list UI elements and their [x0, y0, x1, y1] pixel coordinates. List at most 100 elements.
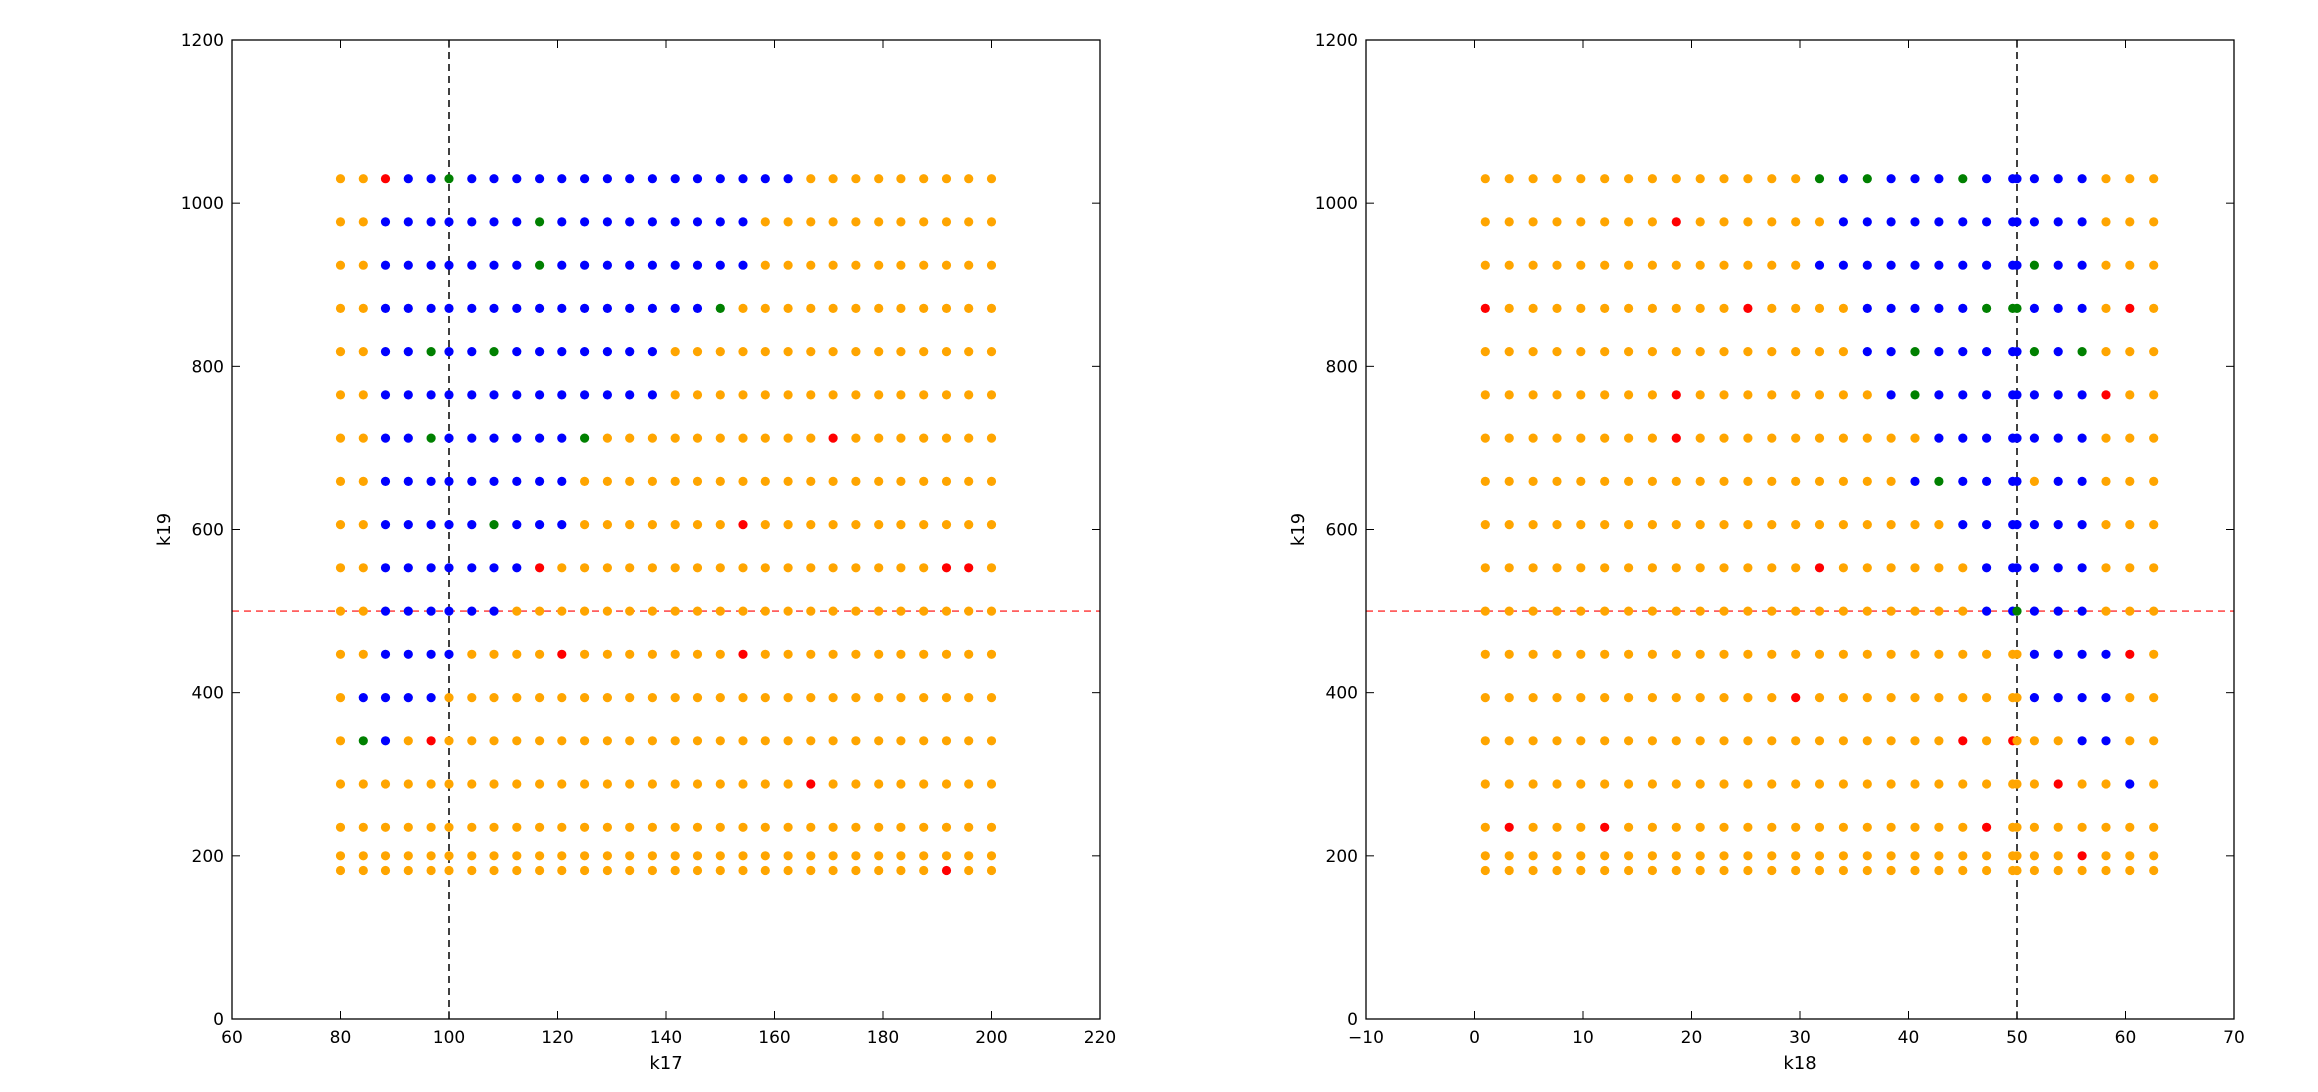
scatter-point: [896, 260, 906, 270]
scatter-point: [1767, 693, 1777, 703]
scatter-point: [625, 390, 635, 400]
scatter-point: [783, 822, 793, 832]
scatter-point: [602, 347, 613, 357]
scatter-point: [1695, 563, 1705, 573]
scatter-point: [380, 649, 391, 659]
scatter-point: [941, 390, 952, 400]
scatter-point: [2053, 174, 2063, 184]
scatter-point: [1719, 822, 1729, 832]
scatter-point: [692, 779, 703, 789]
scatter-point: [602, 822, 613, 832]
scatter-point: [580, 260, 590, 270]
scatter-point: [828, 303, 838, 313]
scatter-point: [1504, 822, 1514, 832]
scatter-point: [2125, 347, 2135, 357]
scatter-point: [738, 851, 748, 861]
scatter-point: [1791, 520, 1801, 530]
scatter-point: [760, 736, 770, 746]
scatter-point: [1767, 303, 1777, 313]
scatter-point: [444, 174, 454, 184]
scatter-point: [2125, 217, 2135, 227]
scatter-point: [1958, 851, 1968, 861]
scatter-point: [1480, 476, 1490, 486]
x-tick-label: 60: [221, 1028, 243, 1048]
scatter-point: [1647, 693, 1657, 703]
scatter-point: [358, 476, 368, 486]
y-tick-label: 1200: [1315, 31, 1358, 51]
scatter-point: [1767, 174, 1777, 184]
scatter-point: [444, 217, 454, 227]
scatter-point: [828, 865, 838, 876]
scatter-point: [670, 390, 680, 400]
scatter-point: [1910, 865, 1920, 876]
scatter-point: [380, 260, 391, 270]
scatter-point: [403, 260, 413, 270]
scatter-point: [1600, 217, 1610, 227]
scatter-point: [647, 693, 658, 703]
scatter-point: [715, 520, 725, 530]
scatter-point: [535, 390, 545, 400]
scatter-point: [1791, 779, 1801, 789]
scatter-point: [512, 649, 522, 659]
scatter-point: [1791, 347, 1801, 357]
x-tick-label: 60: [2115, 1028, 2137, 1048]
scatter-point: [828, 260, 838, 270]
scatter-point: [512, 260, 522, 270]
scatter-point: [738, 649, 748, 659]
scatter-point: [2149, 476, 2159, 486]
scatter-point: [1671, 822, 1681, 832]
scatter-point: [851, 779, 861, 789]
scatter-point: [358, 779, 368, 789]
scatter-point: [1791, 303, 1801, 313]
scatter-point: [535, 174, 545, 184]
scatter-point: [1791, 174, 1801, 184]
scatter-point: [670, 433, 680, 443]
scatter-point: [1838, 260, 1848, 270]
scatter-point: [1982, 520, 1992, 530]
scatter-point: [1791, 649, 1801, 659]
scatter-point: [1791, 390, 1801, 400]
scatter-point: [2029, 851, 2039, 861]
scatter-point: [1624, 693, 1634, 703]
scatter-point: [1552, 520, 1562, 530]
scatter-point: [1719, 736, 1729, 746]
scatter-point: [692, 260, 703, 270]
scatter-point: [2012, 303, 2022, 313]
x-axis-label: k17: [649, 1053, 682, 1074]
scatter-point: [2125, 433, 2135, 443]
scatter-point: [1743, 433, 1753, 443]
scatter-point: [1624, 476, 1634, 486]
scatter-point: [1647, 303, 1657, 313]
scatter-point: [426, 260, 436, 270]
scatter-point: [1814, 693, 1825, 703]
scatter-point: [783, 520, 793, 530]
scatter-point: [1934, 736, 1944, 746]
scatter-point: [874, 390, 884, 400]
scatter-point: [1528, 390, 1538, 400]
scatter-point: [1719, 520, 1729, 530]
scatter-point: [426, 174, 436, 184]
scatter-point: [941, 649, 952, 659]
scatter-point: [1791, 865, 1801, 876]
scatter-point: [1480, 649, 1490, 659]
scatter-point: [1838, 851, 1848, 861]
scatter-point: [2053, 520, 2063, 530]
scatter-point: [535, 736, 545, 746]
scatter-point: [1838, 217, 1848, 227]
scatter-point: [2101, 174, 2111, 184]
scatter-point: [1671, 260, 1681, 270]
scatter-point: [1910, 433, 1920, 443]
scatter-point: [1624, 563, 1634, 573]
scatter-point: [2012, 563, 2022, 573]
scatter-point: [1886, 520, 1896, 530]
scatter-point: [602, 433, 613, 443]
scatter-point: [1504, 649, 1514, 659]
scatter-panel-k18-k19: −10 0 10 20 30 40 50 60 70020040060080010001200k…: [1288, 31, 2245, 1074]
scatter-point: [426, 347, 436, 357]
scatter-point: [783, 260, 793, 270]
scatter-point: [512, 693, 522, 703]
scatter-point: [1982, 476, 1992, 486]
scatter-point: [380, 865, 391, 876]
scatter-point: [1767, 563, 1777, 573]
scatter-point: [896, 217, 906, 227]
